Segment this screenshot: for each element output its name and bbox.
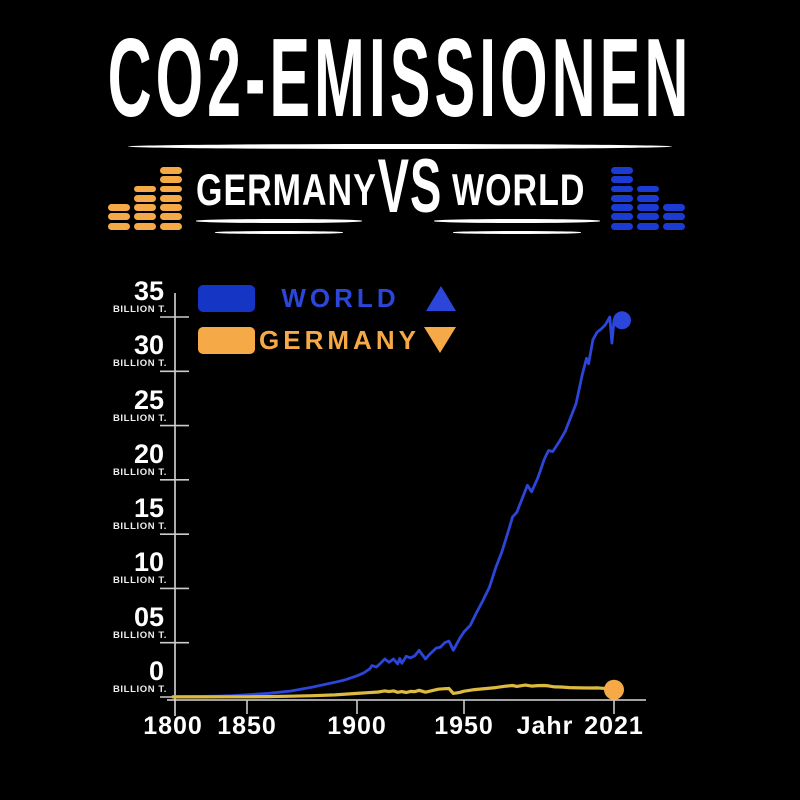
y-tick-label: 25 — [133, 384, 164, 415]
equalizer-bar — [160, 167, 182, 174]
y-tick-label: 15 — [133, 493, 164, 524]
y-tick-label: 30 — [133, 330, 164, 361]
equalizer-bar — [611, 194, 633, 202]
germany-color-swatch — [198, 326, 255, 354]
equalizer-bar — [663, 222, 685, 230]
y-tick-unit-label: BILLION T. — [112, 412, 167, 424]
equalizer-bar — [611, 185, 633, 193]
equalizer-bar — [637, 185, 659, 193]
versus-banner: GERMANY VS WORLD — [0, 143, 800, 246]
equalizer-bar — [134, 222, 156, 230]
equalizer-bar — [160, 176, 182, 184]
legend-germany-label: GERMANY — [259, 324, 420, 355]
y-tick-unit-label: BILLION T. — [112, 521, 167, 533]
germany-underline-2 — [215, 231, 343, 234]
x-axis-title-jahr: Jahr — [516, 712, 574, 740]
world-color-swatch — [198, 284, 255, 312]
x-tick-label: 1800 — [143, 712, 203, 740]
y-tick-label: 35 — [133, 276, 164, 306]
y-tick-unit-label: BILLION T. — [112, 304, 167, 315]
legend-world-label: WORLD — [281, 282, 400, 313]
equalizer-bar — [611, 222, 633, 230]
equalizer-bar — [637, 204, 659, 211]
world-underline-2 — [453, 231, 581, 234]
equalizer-bar — [160, 213, 182, 221]
equalizer-bar — [108, 213, 130, 221]
chart-legend: WORLD GERMANY — [198, 282, 456, 368]
page-title: CO2-EMISSIONEN — [107, 16, 693, 140]
equalizer-column — [663, 204, 685, 230]
title-divider — [128, 144, 672, 149]
triangle-up-icon — [426, 285, 456, 311]
equalizer-bar — [637, 213, 659, 221]
equalizer-bar — [134, 213, 156, 221]
y-tick-unit-label: BILLION T. — [112, 466, 167, 478]
y-tick-label: 20 — [133, 438, 164, 469]
germany-end-marker — [604, 679, 624, 700]
equalizer-column — [108, 204, 130, 230]
triangle-down-icon — [424, 327, 456, 353]
world-label: WORLD — [452, 166, 586, 216]
world-underline-1 — [434, 219, 600, 223]
equalizer-bar — [611, 167, 633, 174]
x-tick-label: 2021 — [584, 712, 644, 740]
equalizer-bar — [611, 176, 633, 184]
equalizer-bar — [663, 213, 685, 221]
equalizer-bar — [160, 185, 182, 193]
germany-line — [171, 683, 616, 699]
y-tick-label: 0 — [148, 656, 164, 686]
equalizer-bar — [160, 204, 182, 211]
equalizer-bar — [108, 204, 130, 211]
vs-label: VS — [377, 142, 443, 229]
equalizer-bar — [637, 222, 659, 230]
equalizer-bar — [108, 222, 130, 230]
equalizer-bar — [160, 194, 182, 202]
y-tick-unit-label: BILLION T. — [112, 358, 167, 370]
equalizer-bar — [663, 204, 685, 211]
y-tick-label: 05 — [133, 601, 164, 632]
world-end-marker — [613, 311, 631, 330]
axis-tick-marks — [160, 316, 615, 714]
equalizer-column — [134, 185, 156, 230]
y-tick-label: 10 — [133, 547, 164, 578]
data-series-lines — [171, 311, 631, 700]
legend-item-germany: GERMANY — [198, 324, 456, 355]
equalizer-bar — [160, 222, 182, 230]
equalizer-bar — [134, 194, 156, 202]
equalizer-bars-icon-left — [108, 167, 182, 230]
equalizer-bar — [134, 204, 156, 211]
equalizer-bar — [637, 194, 659, 202]
germany-underline-1 — [196, 219, 362, 223]
germany-label: GERMANY — [196, 166, 377, 216]
world-line — [171, 315, 616, 699]
x-tick-label: 1900 — [327, 712, 387, 740]
y-tick-unit-label: BILLION T. — [112, 684, 167, 695]
equalizer-column — [611, 167, 633, 230]
equalizer-bar — [611, 213, 633, 221]
equalizer-bars-icon-right — [611, 167, 685, 230]
x-tick-label: 1950 — [434, 712, 494, 740]
equalizer-bar — [611, 204, 633, 211]
x-tick-label: 1850 — [217, 712, 277, 740]
equalizer-bar — [134, 185, 156, 193]
equalizer-column — [637, 185, 659, 230]
y-tick-unit-label: BILLION T. — [112, 629, 167, 641]
equalizer-column — [160, 167, 182, 230]
legend-item-world: WORLD — [198, 282, 456, 313]
y-tick-unit-label: BILLION T. — [112, 575, 167, 587]
